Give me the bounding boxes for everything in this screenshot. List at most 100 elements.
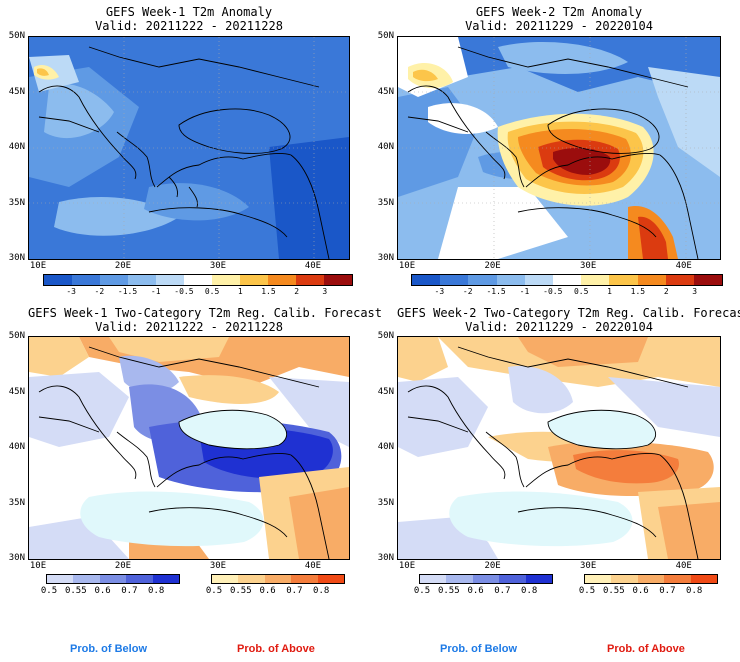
colorbar-swatch xyxy=(440,275,469,285)
prob-below-colorbar-week2 xyxy=(419,574,553,584)
lat-label-tl: 30N xyxy=(8,253,25,263)
prob-tick-label: 0.6 xyxy=(94,586,111,596)
prob-tick-label: 0.7 xyxy=(494,586,511,596)
panel-title-tr: GEFS Week-2 T2m Anomaly Valid: 20211229 … xyxy=(397,5,721,33)
colorbar-swatch xyxy=(420,575,447,583)
map-week2-probability xyxy=(397,336,721,560)
colorbar-swatch xyxy=(693,275,723,285)
lat-label-br: 35N xyxy=(377,497,394,508)
colorbar-tick-label: 1 xyxy=(607,287,612,296)
colorbar-swatch xyxy=(611,575,638,583)
lon-label-br: 20E xyxy=(484,561,501,571)
lat-label-tr: 50N xyxy=(377,31,394,41)
colorbar-swatch xyxy=(324,275,352,285)
panel-title-br: GEFS Week-2 Two-Category T2m Reg. Calib.… xyxy=(397,306,740,334)
lat-label-bl: 30N xyxy=(8,553,25,563)
lon-label-bl: 10E xyxy=(29,561,47,571)
colorbar-tick-label: 2 xyxy=(294,287,300,296)
prob-tick-label: 0.5 xyxy=(413,586,431,596)
lat-label-br: 50N xyxy=(377,331,394,341)
lat-label-tl: 45N xyxy=(8,86,25,97)
map-week1-anomaly xyxy=(28,36,350,260)
colorbar-tick-label: 3 xyxy=(692,287,698,296)
panel-title-tl: GEFS Week-1 T2m Anomaly Valid: 20211222 … xyxy=(28,5,350,33)
colorbar-tick-label: 3 xyxy=(322,287,328,296)
footer-above-week2: Prob. of Above xyxy=(607,643,685,655)
lat-label-br: 45N xyxy=(377,386,394,397)
colorbar-swatch xyxy=(212,575,239,583)
prob-tick-label: 0.55 xyxy=(229,586,252,596)
colorbar-tick-label: -1 xyxy=(150,287,161,296)
lon-label-bl: 40E xyxy=(304,561,322,571)
lon-label-tl: 30E xyxy=(209,261,227,271)
lat-label-bl: 50N xyxy=(8,331,25,341)
footer-below-week2: Prob. of Below xyxy=(440,643,517,655)
map-week2-anomaly-svg xyxy=(398,37,720,259)
lon-label-tr: 30E xyxy=(580,261,597,271)
lat-label-br: 30N xyxy=(377,553,394,563)
panel-title-tr-main: GEFS Week-2 T2m Anomaly xyxy=(475,5,643,19)
map-week2-probability-svg xyxy=(398,337,720,559)
footer-below-week1: Prob. of Below xyxy=(70,643,147,655)
panel-title-bl-main: GEFS Week-1 Two-Category T2m Reg. Calib.… xyxy=(28,306,383,320)
colorbar-tick-label: -1.5 xyxy=(486,287,506,296)
colorbar-swatch xyxy=(665,275,694,285)
prob-tick-label: 0.5 xyxy=(40,586,58,596)
lat-label-tr: 35N xyxy=(377,197,394,208)
colorbar-swatch xyxy=(128,275,156,285)
colorbar-swatch xyxy=(585,575,612,583)
colorbar-swatch xyxy=(47,575,74,583)
colorbar-swatch xyxy=(73,575,100,583)
map-week2-anomaly xyxy=(397,36,721,260)
lat-label-bl: 45N xyxy=(8,386,25,397)
colorbar-swatch xyxy=(99,575,127,583)
colorbar-tick-label: 0.5 xyxy=(204,287,220,296)
prob-tick-label: 0.8 xyxy=(148,586,165,596)
colorbar-tick-label: -3 xyxy=(66,287,76,296)
prob-tick-label: 0.8 xyxy=(521,586,538,596)
colorbar-swatch xyxy=(524,275,553,285)
lon-label-br: 30E xyxy=(580,561,597,571)
lat-label-bl: 35N xyxy=(8,497,25,508)
map-week1-anomaly-svg xyxy=(29,37,349,259)
colorbar-swatch xyxy=(317,575,345,583)
prob-tick-label: 0.5 xyxy=(205,586,223,596)
lon-label-tr: 40E xyxy=(675,261,692,271)
prob-tick-label: 0.7 xyxy=(286,586,303,596)
panel-title-tr-valid: Valid: 20211229 - 20220104 xyxy=(465,19,653,33)
colorbar-swatch xyxy=(100,275,128,285)
colorbar-swatch xyxy=(468,275,497,285)
panel-title-br-valid: Valid: 20211229 - 20220104 xyxy=(465,320,653,334)
colorbar-swatch xyxy=(238,575,265,583)
colorbar-tick-label: -0.5 xyxy=(543,287,563,296)
colorbar-swatch xyxy=(212,275,240,285)
prob-tick-label: 0.55 xyxy=(602,586,625,596)
lon-label-tl: 20E xyxy=(114,261,132,271)
lat-label-tr: 40N xyxy=(377,142,394,152)
colorbar-swatch xyxy=(264,575,292,583)
colorbar-tick-label: -3 xyxy=(434,287,445,296)
colorbar-swatch xyxy=(609,275,638,285)
lon-label-tr: 20E xyxy=(484,261,501,271)
colorbar-tick-label: 1.5 xyxy=(630,287,646,296)
map-week1-probability-svg xyxy=(29,337,349,559)
lon-label-tl: 10E xyxy=(29,261,47,271)
colorbar-swatch xyxy=(472,575,500,583)
colorbar-swatch xyxy=(690,575,718,583)
prob-tick-label: 0.8 xyxy=(686,586,703,596)
panel-title-bl-valid: Valid: 20211222 - 20211228 xyxy=(95,320,283,334)
colorbar-swatch xyxy=(664,575,691,583)
prob-tick-label: 0.7 xyxy=(121,586,138,596)
colorbar-tick-label: 2 xyxy=(663,287,669,296)
lat-label-br: 40N xyxy=(377,442,394,452)
footer-above-week1: Prob. of Above xyxy=(237,643,315,655)
colorbar-swatch xyxy=(446,575,473,583)
prob-above-colorbar-week1 xyxy=(211,574,345,584)
panel-title-tl-valid: Valid: 20211222 - 20211228 xyxy=(95,19,283,33)
lat-label-tr: 30N xyxy=(377,253,394,263)
colorbar-tick-label: -0.5 xyxy=(174,287,194,296)
colorbar-tick-label: 0.5 xyxy=(573,287,589,296)
panel-title-bl: GEFS Week-1 Two-Category T2m Reg. Calib.… xyxy=(28,306,383,334)
colorbar-tick-label: -2 xyxy=(462,287,473,296)
lon-label-br: 10E xyxy=(398,561,416,571)
